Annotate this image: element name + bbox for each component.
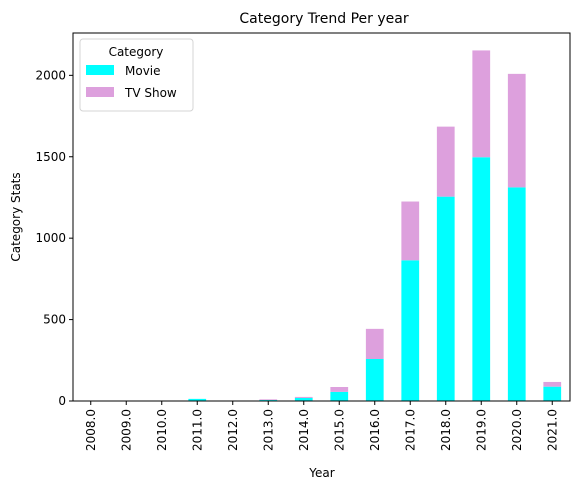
bar-tv-show-2016.0 xyxy=(365,328,384,359)
y-axis-label: Category Stats xyxy=(9,172,23,261)
bar-tv-show-2013.0 xyxy=(259,399,278,401)
plot-frame xyxy=(72,32,571,402)
x-tick-label-2019.0: 2019.0 xyxy=(474,409,488,451)
x-tick-label-2010.0: 2010.0 xyxy=(155,409,169,451)
legend-swatch-movie xyxy=(86,65,114,75)
bar-tv-show-2015.0 xyxy=(330,387,349,392)
bar-tv-show-2014.0 xyxy=(294,396,313,398)
y-tick-label-0: 0 xyxy=(58,394,66,408)
bar-movie-2016.0 xyxy=(365,358,384,401)
bars-group xyxy=(81,50,562,401)
x-tick-label-2015.0: 2015.0 xyxy=(332,409,346,451)
legend-title: Category xyxy=(109,45,164,59)
bar-movie-2011.0 xyxy=(188,398,207,401)
x-tick-label-2017.0: 2017.0 xyxy=(403,409,417,451)
x-axis-label: Year xyxy=(308,466,334,480)
legend: Category Movie TV Show xyxy=(79,38,194,112)
x-tick-label-2018.0: 2018.0 xyxy=(439,409,453,451)
y-axis: 0 500 1000 1500 2000 xyxy=(35,68,73,408)
bar-movie-2021.0 xyxy=(543,386,562,401)
x-tick-label-2011.0: 2011.0 xyxy=(190,409,204,451)
bar-movie-2020.0 xyxy=(507,187,526,401)
x-tick-label-2014.0: 2014.0 xyxy=(297,409,311,451)
x-tick-label-2021.0: 2021.0 xyxy=(545,409,559,451)
y-tick-label-500: 500 xyxy=(43,313,66,327)
y-tick-label-1000: 1000 xyxy=(35,231,66,245)
x-tick-label-2009.0: 2009.0 xyxy=(119,409,133,451)
x-axis: 2008.0 2009.0 2010.0 2011.0 2012.0 2013.0 2014… xyxy=(84,401,559,451)
legend-swatch-tv-show xyxy=(86,87,114,97)
x-tick-label-2016.0: 2016.0 xyxy=(368,409,382,451)
bar-tv-show-2019.0 xyxy=(472,50,491,158)
x-tick-label-2013.0: 2013.0 xyxy=(261,409,275,451)
bar-tv-show-2018.0 xyxy=(436,126,455,197)
bar-movie-2018.0 xyxy=(436,196,455,401)
x-tick-label-2008.0: 2008.0 xyxy=(84,409,98,451)
legend-label-movie: Movie xyxy=(125,64,161,78)
bar-movie-2015.0 xyxy=(330,391,349,401)
bar-movie-2019.0 xyxy=(472,157,491,401)
legend-label-tv-show: TV Show xyxy=(124,86,177,100)
y-tick-label-2000: 2000 xyxy=(35,68,66,82)
x-tick-label-2012.0: 2012.0 xyxy=(226,409,240,451)
bar-tv-show-2021.0 xyxy=(543,381,562,387)
x-tick-label-2020.0: 2020.0 xyxy=(510,409,524,451)
y-tick-label-1500: 1500 xyxy=(35,150,66,164)
bar-movie-2017.0 xyxy=(401,260,420,401)
chart-title: Category Trend Per year xyxy=(239,11,408,27)
bar-tv-show-2020.0 xyxy=(507,73,526,188)
bar-tv-show-2017.0 xyxy=(401,201,420,261)
bar-movie-2014.0 xyxy=(294,397,313,401)
